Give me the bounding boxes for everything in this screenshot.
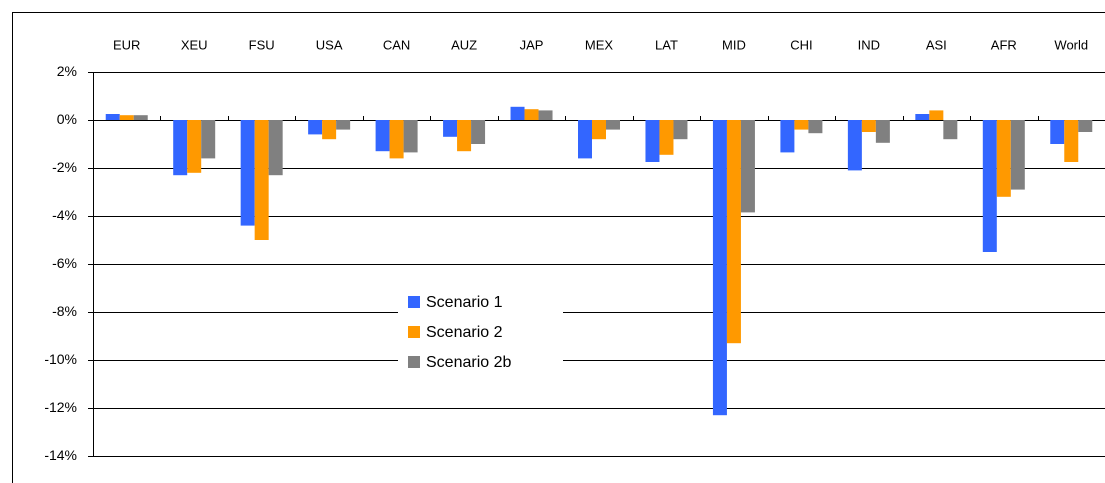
legend-swatch [408, 356, 420, 368]
bar [943, 120, 958, 140]
x-tick-label: MEX [585, 37, 614, 52]
bar [606, 120, 620, 130]
bar [726, 120, 741, 344]
y-tick-label: -12% [44, 399, 77, 415]
legend-swatch [408, 326, 420, 338]
bar [1050, 120, 1065, 144]
y-tick-label: 2% [57, 63, 77, 79]
bar [201, 120, 216, 159]
y-tick-label: -8% [52, 303, 77, 319]
bar [1064, 120, 1079, 162]
bar [510, 106, 525, 120]
bar [471, 120, 486, 144]
legend-label: Scenario 2b [426, 354, 511, 371]
x-tick-label: CAN [383, 37, 410, 52]
bar [133, 115, 148, 120]
bar [578, 120, 592, 159]
bar [592, 120, 606, 140]
bar [929, 110, 944, 120]
bar [254, 120, 269, 240]
x-tick-label: ASI [926, 37, 947, 52]
y-tick-label: 0% [57, 111, 77, 127]
x-tick-label: LAT [655, 37, 678, 52]
bar [712, 120, 727, 416]
y-tick-label: -4% [52, 207, 77, 223]
bar [915, 114, 930, 120]
bar [538, 110, 553, 120]
bar [1010, 120, 1025, 190]
bar [173, 120, 188, 176]
bar [524, 109, 539, 120]
legend-label: Scenario 2 [426, 324, 503, 341]
legend-label: Scenario 1 [426, 294, 503, 311]
bars [105, 106, 1093, 416]
bar [389, 120, 404, 159]
bar [457, 120, 472, 152]
y-tick-label: -14% [44, 447, 77, 463]
bar [847, 120, 862, 171]
bar [982, 120, 997, 252]
x-tick-label: IND [858, 37, 880, 52]
y-tick-label: -6% [52, 255, 77, 271]
legend-box [398, 286, 563, 382]
bar [645, 120, 660, 162]
bar [740, 120, 755, 213]
bar [336, 120, 351, 130]
bar [322, 120, 337, 140]
bar [861, 120, 876, 132]
x-tick-label: USA [316, 37, 343, 52]
x-tick-label: FSU [249, 37, 275, 52]
y-tick-label: -2% [52, 159, 77, 175]
bar [1078, 120, 1093, 132]
bar [794, 120, 809, 130]
chart-border [12, 12, 1105, 483]
bar [240, 120, 255, 226]
x-tick-label: CHI [790, 37, 812, 52]
axes: 2% 0% -2% -4% -6% -8% -10% -12% -14% EUR XEU FSU USA… [44, 37, 1088, 463]
legend-swatch [408, 296, 420, 308]
x-tick-label: MID [722, 37, 746, 52]
bar [673, 120, 688, 140]
bar [375, 120, 390, 152]
bar [187, 120, 202, 173]
bar [268, 120, 283, 176]
bar [105, 114, 120, 120]
bar [780, 120, 795, 153]
x-tick-label: AFR [991, 37, 1017, 52]
x-tick-label: EUR [113, 37, 140, 52]
bar [119, 115, 134, 120]
legend: Scenario 1 Scenario 2 Scenario 2b [398, 286, 563, 382]
bar [443, 120, 458, 137]
bar [996, 120, 1011, 197]
bar [308, 120, 323, 135]
x-tick-label: XEU [181, 37, 208, 52]
x-tick-label: JAP [520, 37, 544, 52]
x-tick-label: AUZ [451, 37, 477, 52]
y-tick-label: -10% [44, 351, 77, 367]
bar [659, 120, 674, 155]
bar [403, 120, 418, 153]
x-tick-label: World [1054, 37, 1088, 52]
bar [808, 120, 823, 134]
bar [875, 120, 890, 143]
